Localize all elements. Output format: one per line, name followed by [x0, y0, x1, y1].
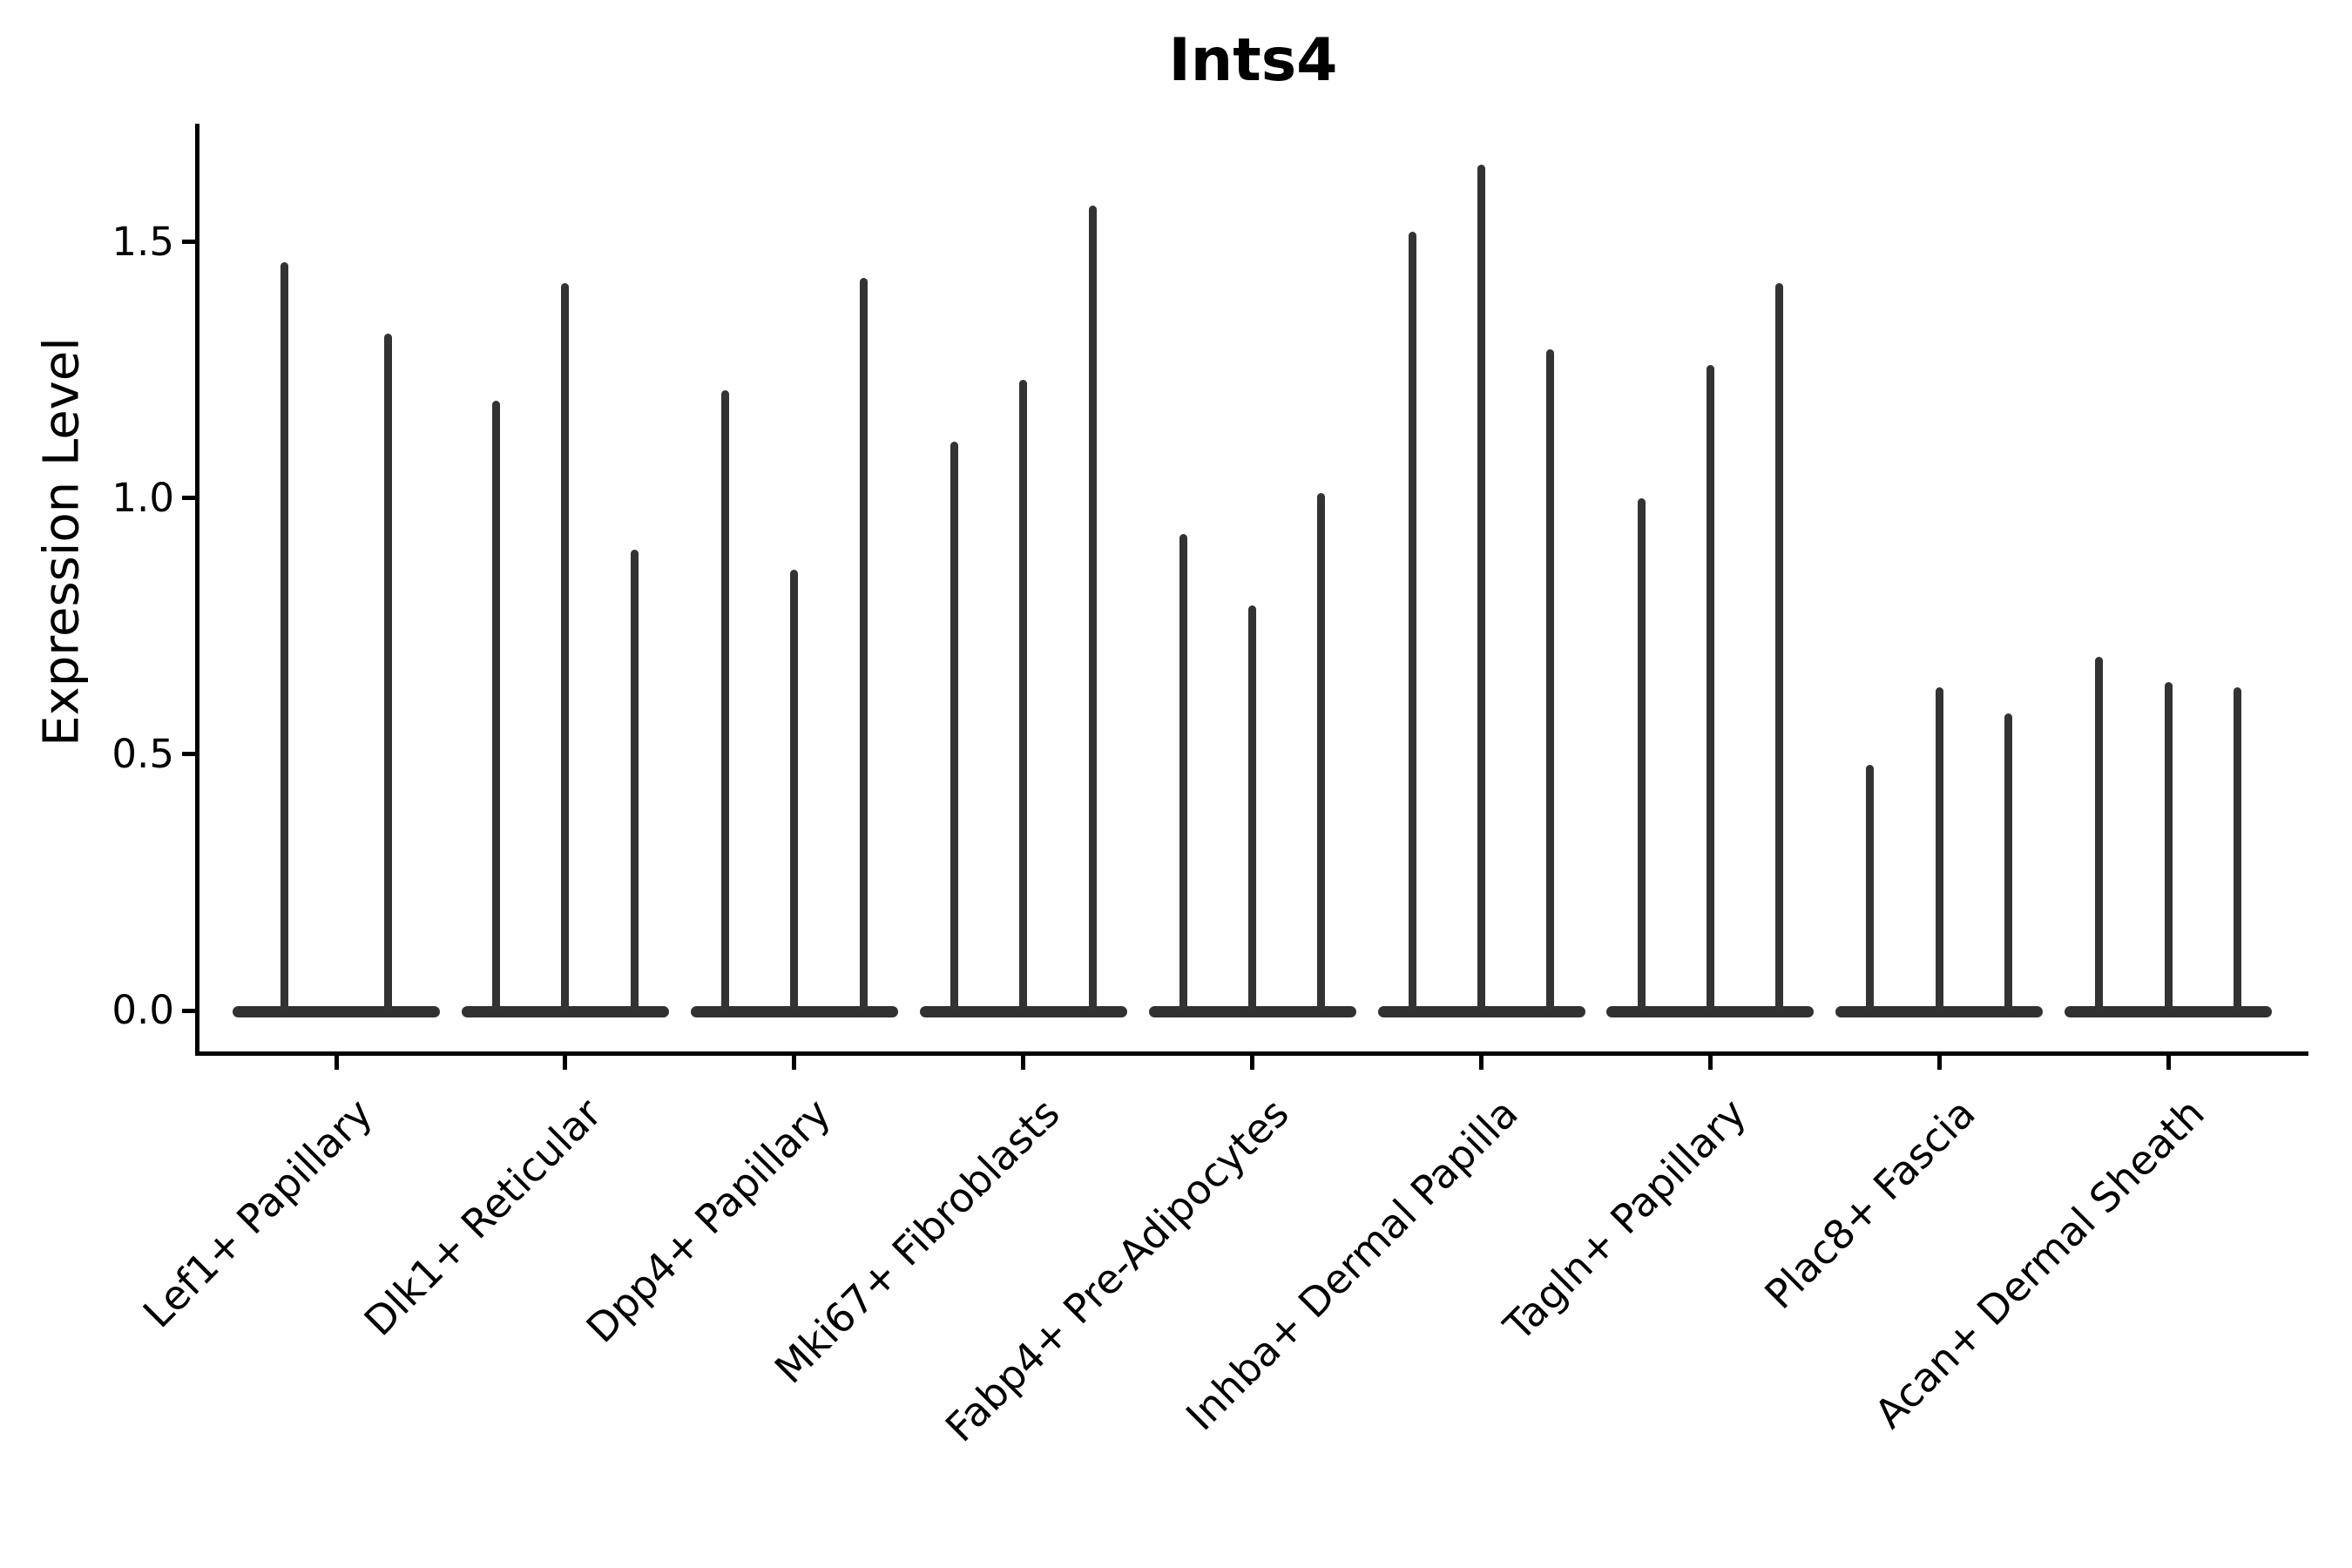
- y-tick-label: 0.5: [112, 730, 174, 777]
- violin-spike: [1317, 492, 1326, 1010]
- y-tick-label: 0.0: [112, 987, 174, 1033]
- violin-spike: [492, 400, 501, 1010]
- violin-base: [1148, 1005, 1356, 1017]
- violin-spike: [1775, 282, 1784, 1010]
- y-tick-label: 1.5: [112, 218, 174, 265]
- x-tick-mark: [1021, 1053, 1026, 1070]
- violin-base: [461, 1005, 669, 1017]
- violin-spike: [1179, 533, 1187, 1010]
- violin-base: [2065, 1005, 2273, 1017]
- violin-spike: [1546, 349, 1555, 1010]
- x-tick-mark: [334, 1053, 339, 1070]
- violin-spike: [2095, 657, 2104, 1010]
- y-tick-label: 1.0: [112, 474, 174, 521]
- violin-spike: [1477, 165, 1485, 1010]
- violin-spike: [1866, 764, 1875, 1010]
- chart-title: Ints4: [1168, 26, 1338, 95]
- x-tick-mark: [792, 1053, 797, 1070]
- violin-spike: [630, 549, 639, 1010]
- violin-base: [1606, 1005, 1815, 1017]
- violin-base: [690, 1005, 898, 1017]
- violin-spike: [1706, 364, 1714, 1010]
- violin-spike: [561, 282, 570, 1010]
- y-tick-mark: [182, 240, 198, 245]
- violin-spike: [859, 277, 868, 1010]
- violin-spike: [2004, 713, 2013, 1010]
- violin-spike: [1248, 605, 1257, 1010]
- y-tick-mark: [182, 752, 198, 757]
- x-tick-mark: [1707, 1053, 1713, 1070]
- x-tick-mark: [1250, 1053, 1255, 1070]
- violin-spike: [1019, 380, 1028, 1010]
- x-tick-label: Plac8+ Fascia: [1755, 1089, 1985, 1318]
- violin-spike: [2164, 682, 2173, 1010]
- x-tick-label: Tagln+ Papillary: [1495, 1089, 1756, 1350]
- x-tick-label: Dpp4+ Papillary: [577, 1089, 840, 1352]
- x-tick-mark: [2166, 1053, 2171, 1070]
- x-tick-mark: [1936, 1053, 1942, 1070]
- violin-spike: [1408, 231, 1416, 1010]
- x-tick-label: Dlk1+ Reticular: [355, 1089, 611, 1345]
- violin-spike: [790, 570, 799, 1010]
- violin-base: [1835, 1005, 2044, 1017]
- violin-base: [919, 1005, 1127, 1017]
- violin-spike: [950, 441, 958, 1010]
- violin-spike: [384, 334, 392, 1010]
- violin-spike: [1637, 497, 1646, 1010]
- violin-spike: [1088, 206, 1097, 1010]
- x-tick-mark: [563, 1053, 568, 1070]
- violin-spike: [720, 390, 729, 1010]
- violin-spike: [2234, 687, 2242, 1010]
- y-tick-mark: [182, 496, 198, 501]
- y-tick-mark: [182, 1008, 198, 1013]
- violin-spike: [280, 262, 288, 1010]
- x-tick-mark: [1479, 1053, 1484, 1070]
- violin-base: [1377, 1005, 1585, 1017]
- x-tick-label: Lef1+ Papillary: [133, 1089, 382, 1337]
- violin-spike: [1935, 687, 1943, 1010]
- y-axis-spine: [195, 124, 199, 1056]
